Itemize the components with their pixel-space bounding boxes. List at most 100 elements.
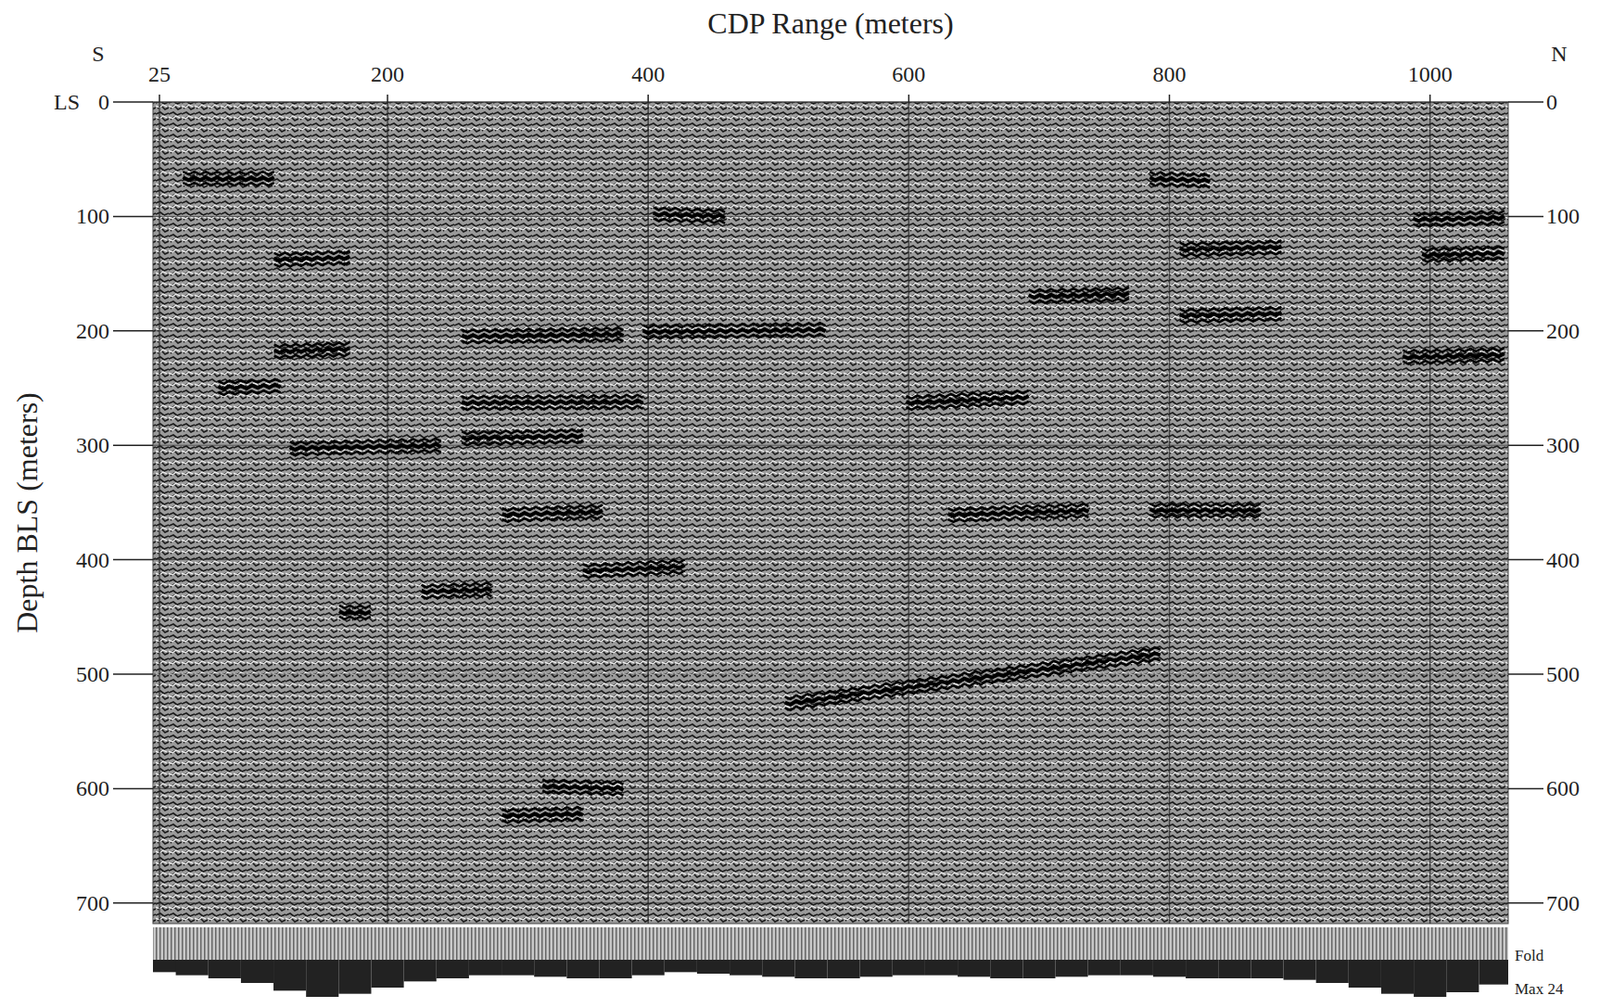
reflector: [1422, 257, 1505, 263]
reflector: [906, 395, 1029, 405]
fold-bar: [860, 959, 893, 977]
reflector: [1180, 245, 1283, 251]
reflector: [1412, 215, 1504, 221]
reflector: [461, 338, 623, 343]
fold-bar: [1153, 959, 1186, 977]
tick-label: 800: [1153, 62, 1187, 87]
tick: [908, 94, 911, 102]
fold-bar: [208, 959, 242, 978]
reflector: [502, 504, 603, 511]
tick-label: 400: [1546, 547, 1580, 572]
reflector: [290, 444, 442, 451]
fold-bar: [990, 959, 1023, 978]
fold-bar: [1446, 959, 1479, 992]
reflector: [906, 401, 1029, 410]
reflector: [1402, 353, 1505, 358]
tick-label: 0: [1546, 89, 1558, 115]
tick-label: 500: [76, 661, 110, 686]
reflector: [461, 434, 584, 440]
tick: [113, 444, 153, 446]
grid-line: [908, 101, 911, 924]
grid-line: [158, 101, 161, 924]
reflector: [1422, 246, 1505, 252]
fold-bar: [1054, 959, 1088, 977]
tick-label: 200: [76, 318, 110, 343]
fold-bar: [273, 959, 306, 991]
tick: [1508, 558, 1544, 561]
fold-bar: [305, 959, 339, 997]
fold-bar: [761, 959, 795, 977]
axis-title: Depth BLS (meters): [10, 392, 44, 634]
fold-label: Fold: [1514, 946, 1545, 965]
reflector: [502, 806, 584, 812]
fold-bar: [957, 959, 991, 977]
fold-bar: [176, 959, 209, 976]
reflector: [217, 379, 280, 384]
tick: [1508, 101, 1544, 103]
reflector: [274, 261, 351, 267]
reflector: [274, 255, 351, 261]
grid-line: [152, 330, 1509, 331]
grid-line: [152, 215, 1509, 217]
reflector: [1412, 221, 1504, 227]
reflector: [948, 503, 1090, 511]
fold-bar: [794, 959, 827, 978]
tick: [1508, 444, 1544, 446]
tick: [647, 94, 649, 102]
reflector: [421, 587, 493, 593]
fold-bar: [826, 959, 860, 978]
reflector: [583, 565, 686, 573]
grid: [152, 101, 1509, 924]
surface-label: LS: [53, 89, 80, 115]
reflector: [583, 571, 686, 579]
end-label: S: [91, 41, 104, 66]
tick-label: 500: [1546, 661, 1580, 686]
reflector: [274, 347, 351, 353]
grid-line: [152, 787, 1509, 789]
reflector: [1180, 251, 1283, 256]
fold-bar: [533, 959, 567, 977]
reflector: [653, 217, 725, 224]
grid-line: [152, 558, 1509, 560]
reflectors: [182, 171, 1505, 823]
tick: [113, 101, 153, 103]
reflector: [502, 812, 584, 817]
reflector: [1149, 182, 1210, 188]
fold-bar: [1088, 959, 1121, 976]
reflector: [274, 353, 351, 358]
fold-bar: [1022, 959, 1055, 978]
tick-label: 300: [1546, 432, 1580, 458]
fold-bar: [1413, 959, 1447, 997]
fold-bar: [566, 959, 599, 978]
fold-bar: [1283, 959, 1317, 980]
fold-bar: [697, 959, 730, 974]
reflector: [1422, 252, 1505, 257]
grid-line: [152, 901, 1509, 903]
fold-max-label: Max 24: [1514, 979, 1564, 998]
tick-label: 300: [76, 432, 110, 458]
tick-label: 100: [76, 203, 110, 229]
tick-label: 100: [1546, 203, 1580, 229]
tick-label: 25: [148, 62, 171, 87]
fold-bar: [598, 959, 632, 978]
reflector: [1149, 177, 1210, 182]
tick-label: 200: [370, 62, 405, 87]
fold-bar: [469, 959, 502, 976]
fold-bar: [1381, 959, 1414, 994]
reflector: [948, 508, 1090, 517]
fold-bar: [404, 959, 437, 981]
reflector: [1180, 240, 1283, 245]
reflector: [1028, 287, 1130, 293]
tick: [113, 558, 153, 561]
reflector: [785, 652, 1161, 705]
reflector: [217, 384, 280, 390]
reflector: [1028, 292, 1130, 298]
reflector: [339, 605, 371, 609]
reflector: [461, 394, 643, 399]
fold-bar: [1185, 959, 1219, 978]
fold-bar: [729, 959, 762, 976]
reflector: [502, 817, 584, 823]
reflector: [1149, 171, 1210, 177]
tick-label: 1000: [1408, 62, 1453, 87]
reflector: [542, 789, 623, 796]
